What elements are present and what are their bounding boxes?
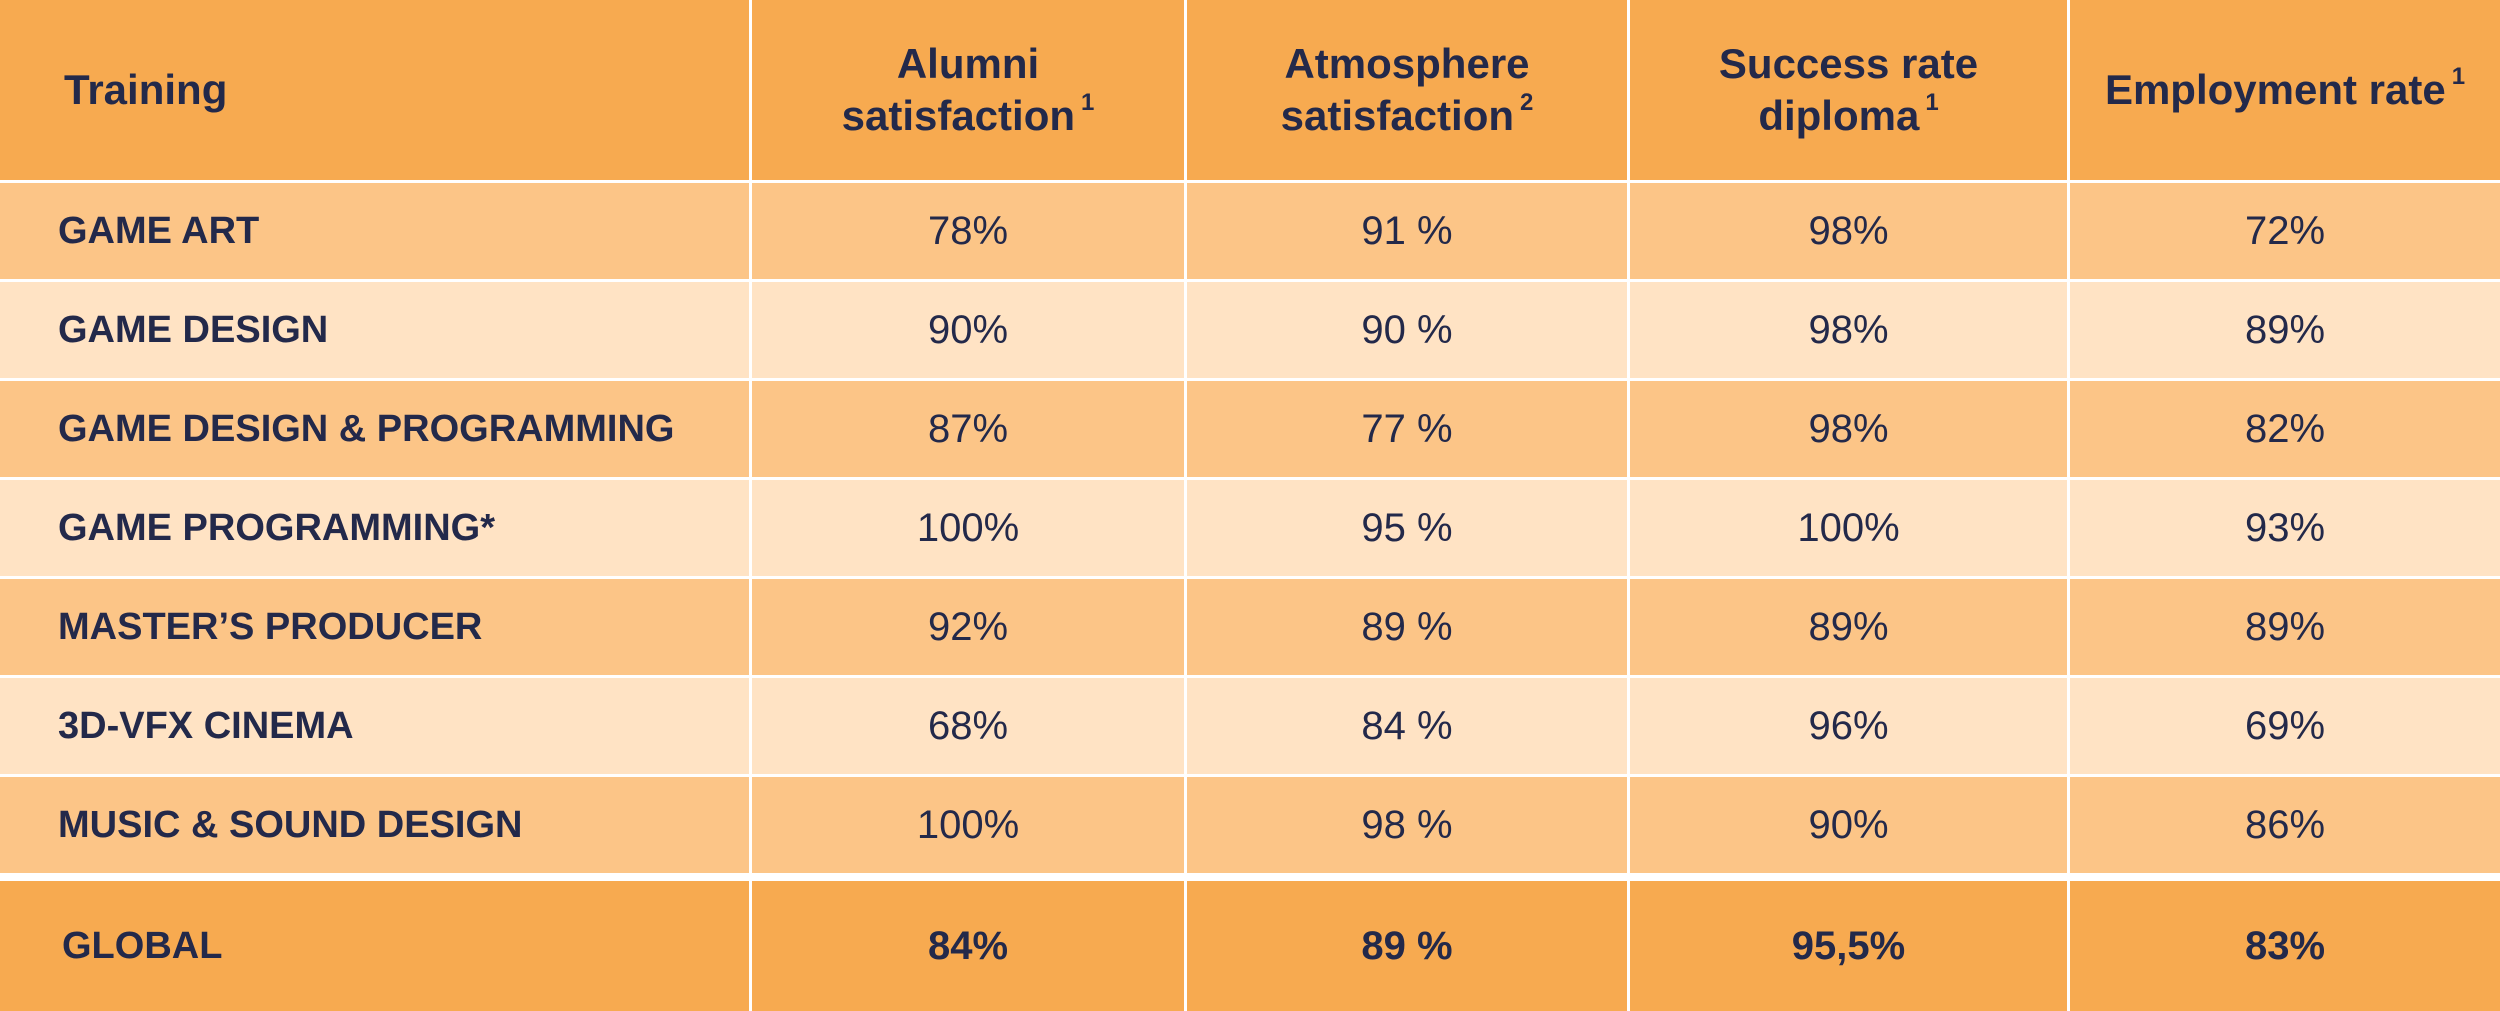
cell-alumni: 78% — [752, 180, 1184, 279]
cell-employment: 89% — [2070, 279, 2500, 378]
cell-success: 98% — [1630, 180, 2067, 279]
cell-atmosphere: 89 % — [1187, 576, 1627, 675]
header-text: Training — [64, 65, 228, 113]
cell-atmosphere: 84 % — [1187, 675, 1627, 774]
table-row: 3D-VFX CINEMA 68% 84 % 96% 69% — [0, 675, 2500, 774]
footnote-mark: 1 — [2451, 62, 2466, 90]
cell-success: 98% — [1630, 279, 2067, 378]
cell-success: 90% — [1630, 774, 2067, 873]
header-text: Alumni — [896, 39, 1040, 87]
training-name: MUSIC & SOUND DESIGN — [0, 774, 749, 873]
header-text: Success rate — [1718, 39, 1979, 87]
header-success: Success rate diploma 1 — [1630, 0, 2067, 180]
cell-success: 89% — [1630, 576, 2067, 675]
header-text: satisfaction — [841, 92, 1076, 139]
header-row: Training Alumni satisfaction 1 Atmosphere s… — [0, 0, 2500, 180]
training-name: GAME DESIGN — [0, 279, 749, 378]
cell-employment: 72% — [2070, 180, 2500, 279]
header-text: Employment rate — [2104, 65, 2446, 113]
global-row: GLOBAL 84% 89 % 95,5% 83% — [0, 873, 2500, 1011]
cell-alumni: 100% — [752, 477, 1184, 576]
header-text: diploma — [1758, 92, 1920, 139]
cell-atmosphere: 91 % — [1187, 180, 1627, 279]
global-employment: 83% — [2070, 873, 2500, 1011]
training-name: GAME DESIGN & PROGRAMMING — [0, 378, 749, 477]
cell-atmosphere: 90 % — [1187, 279, 1627, 378]
header-alumni: Alumni satisfaction 1 — [752, 0, 1184, 180]
header-atmosphere: Atmosphere satisfaction 2 — [1187, 0, 1627, 180]
cell-alumni: 68% — [752, 675, 1184, 774]
training-name: MASTER’S PRODUCER — [0, 576, 749, 675]
cell-employment: 93% — [2070, 477, 2500, 576]
table-row: GAME DESIGN & PROGRAMMING 87% 77 % 98% 82% — [0, 378, 2500, 477]
global-atmosphere: 89 % — [1187, 873, 1627, 1011]
table-row: GAME DESIGN 90% 90 % 98% 89% — [0, 279, 2500, 378]
cell-alumni: 92% — [752, 576, 1184, 675]
footnote-mark: 2 — [1520, 89, 1534, 116]
cell-success: 98% — [1630, 378, 2067, 477]
footnote-mark: 1 — [1925, 89, 1939, 116]
table-row: MASTER’S PRODUCER 92% 89 % 89% 89% — [0, 576, 2500, 675]
cell-employment: 82% — [2070, 378, 2500, 477]
cell-atmosphere: 95 % — [1187, 477, 1627, 576]
training-name: 3D-VFX CINEMA — [0, 675, 749, 774]
table-row: GAME PROGRAMMING* 100% 95 % 100% 93% — [0, 477, 2500, 576]
header-text: Atmosphere — [1284, 39, 1530, 87]
table-row: GAME ART 78% 91 % 98% 72% — [0, 180, 2500, 279]
cell-success: 100% — [1630, 477, 2067, 576]
cell-alumni: 87% — [752, 378, 1184, 477]
header-training: Training — [0, 0, 749, 180]
cell-alumni: 100% — [752, 774, 1184, 873]
cell-atmosphere: 77 % — [1187, 378, 1627, 477]
table-row: MUSIC & SOUND DESIGN 100% 98 % 90% 86% — [0, 774, 2500, 873]
training-name: GAME ART — [0, 180, 749, 279]
cell-atmosphere: 98 % — [1187, 774, 1627, 873]
cell-alumni: 90% — [752, 279, 1184, 378]
cell-employment: 89% — [2070, 576, 2500, 675]
footnote-mark: 1 — [1081, 89, 1095, 116]
global-label: GLOBAL — [0, 873, 749, 1011]
header-employment: Employment rate 1 — [2070, 0, 2500, 180]
cell-success: 96% — [1630, 675, 2067, 774]
training-name: GAME PROGRAMMING* — [0, 477, 749, 576]
global-alumni: 84% — [752, 873, 1184, 1011]
header-text: satisfaction — [1280, 92, 1515, 139]
global-success: 95,5% — [1630, 873, 2067, 1011]
cell-employment: 69% — [2070, 675, 2500, 774]
cell-employment: 86% — [2070, 774, 2500, 873]
